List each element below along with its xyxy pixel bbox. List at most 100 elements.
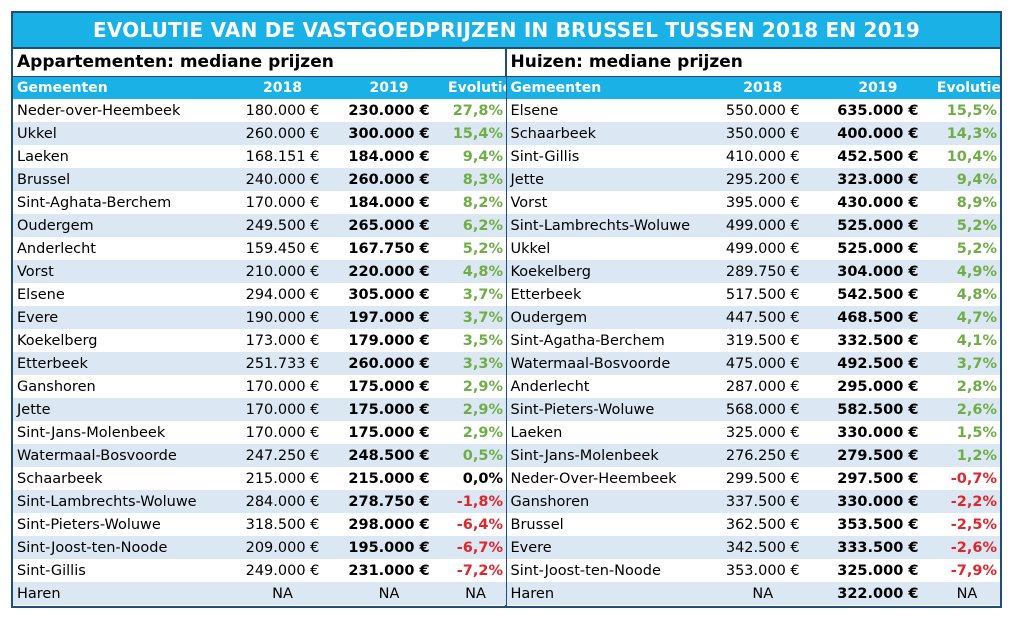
municipality-cell: Watermaal-Bosvoorde: [510, 355, 671, 372]
price-2018-cell: 499.000 €: [725, 217, 800, 234]
price-2019-cell: 278.750 €: [348, 493, 430, 510]
page-title: EVOLUTIE VAN DE VASTGOEDPRIJZEN IN BRUSS…: [13, 13, 1000, 49]
column-header-municipality: Gemeenten: [506, 77, 703, 99]
table-row: Sint-Gillis 410.000 € 452.500 € 10,4%: [506, 145, 1000, 168]
municipality-cell: Etterbeek: [17, 355, 88, 372]
municipality-cell: Laeken: [17, 148, 69, 165]
table-row: Sint-Joost-ten-Noode 209.000 € 195.000 € -6…: [13, 536, 506, 559]
price-2018-cell: 362.500 €: [725, 516, 800, 533]
evolution-cell: NA: [956, 585, 978, 602]
evolution-cell: 4,1%: [956, 332, 997, 349]
table-row: Ganshoren 170.000 € 175.000 € 2,9%: [13, 375, 506, 398]
table-row: Anderlecht 159.450 € 167.750 € 5,2%: [13, 237, 506, 260]
price-2018-cell: 447.500 €: [725, 309, 800, 326]
table-row: Neder-Over-Heembeek 299.500 € 297.500 € -0,…: [506, 467, 1000, 490]
price-2019-cell: 295.000 €: [837, 378, 919, 395]
price-2018-cell: 289.750 €: [725, 263, 800, 280]
price-2018-cell: 249.000 €: [245, 562, 320, 579]
table-row: Jette 295.200 € 323.000 € 9,4%: [506, 168, 1000, 191]
price-2018-cell: 295.200 €: [725, 171, 800, 188]
table-row: Watermaal-Bosvoorde 247.250 € 248.500 € 0,5…: [13, 444, 506, 467]
municipality-cell: Sint-Agatha-Berchem: [510, 332, 665, 349]
column-header-evolution: Evolutie: [932, 77, 1000, 99]
table-row: Brussel 362.500 € 353.500 € -2,5%: [506, 513, 1000, 536]
municipality-cell: Jette: [510, 171, 545, 188]
price-2018-cell: 170.000 €: [245, 378, 320, 395]
price-2018-cell: 499.000 €: [725, 240, 800, 257]
price-2019-cell: 265.000 €: [348, 217, 430, 234]
municipality-cell: Sint-Jans-Molenbeek: [17, 424, 166, 441]
price-2019-cell: 305.000 €: [348, 286, 430, 303]
municipality-cell: Schaarbeek: [510, 125, 597, 142]
table-row: Etterbeek 517.500 € 542.500 € 4,8%: [506, 283, 1000, 306]
price-2019-cell: 220.000 €: [348, 263, 430, 280]
column-header-2019: 2019: [822, 77, 933, 99]
houses-section: Huizen: mediane prijzen Gemeenten 2018 2…: [506, 49, 1000, 608]
evolution-cell: -6,4%: [456, 516, 503, 533]
price-2019-cell: 300.000 €: [348, 125, 430, 142]
column-header-municipality: Gemeenten: [13, 77, 231, 99]
municipality-cell: Schaarbeek: [17, 470, 103, 487]
apartments-table-body: Neder-over-Heembeek 180.000 € 230.000 € 27,…: [13, 99, 506, 605]
table-row: Schaarbeek 350.000 € 400.000 € 14,3%: [506, 122, 1000, 145]
municipality-cell: Neder-Over-Heembeek: [510, 470, 677, 487]
price-2019-cell: 542.500 €: [837, 286, 919, 303]
table-row: Sint-Agatha-Berchem 319.500 € 332.500 € 4,1…: [506, 329, 1000, 352]
table-row: Laeken 168.151 € 184.000 € 9,4%: [13, 145, 506, 168]
evolution-cell: 9,4%: [462, 148, 503, 165]
evolution-cell: 5,2%: [956, 217, 997, 234]
price-2019-cell: 452.500 €: [837, 148, 919, 165]
evolution-cell: 3,7%: [462, 286, 503, 303]
price-2019-cell: 332.500 €: [837, 332, 919, 349]
price-2018-cell: 325.000 €: [725, 424, 800, 441]
price-table-frame: EVOLUTIE VAN DE VASTGOEDPRIJZEN IN BRUSS…: [11, 11, 1002, 608]
evolution-cell: 0,5%: [462, 447, 503, 464]
table-row: Vorst 395.000 € 430.000 € 8,9%: [506, 191, 1000, 214]
municipality-cell: Koekelberg: [17, 332, 98, 349]
apartments-section: Appartementen: mediane prijzen Gemeenten…: [13, 49, 507, 608]
price-2019-cell: 468.500 €: [837, 309, 919, 326]
evolution-cell: NA: [465, 585, 486, 602]
price-2019-cell: 179.000 €: [348, 332, 430, 349]
price-2019-cell: 353.500 €: [837, 516, 919, 533]
municipality-cell: Sint-Aghata-Berchem: [17, 194, 172, 211]
price-2018-cell: 287.000 €: [725, 378, 800, 395]
municipality-cell: Sint-Pieters-Woluwe: [510, 401, 655, 418]
municipality-cell: Sint-Jans-Molenbeek: [510, 447, 659, 464]
table-row: Oudergem 249.500 € 265.000 € 6,2%: [13, 214, 506, 237]
evolution-cell: 4,8%: [462, 263, 503, 280]
column-header-2018: 2018: [231, 77, 334, 99]
evolution-cell: 1,5%: [956, 424, 997, 441]
price-2018-cell: 276.250 €: [725, 447, 800, 464]
table-row: Ganshoren 337.500 € 330.000 € -2,2%: [506, 490, 1000, 513]
table-row: Ukkel 260.000 € 300.000 € 15,4%: [13, 122, 506, 145]
evolution-cell: 4,7%: [956, 309, 997, 326]
municipality-cell: Anderlecht: [17, 240, 96, 257]
price-2019-cell: 582.500 €: [837, 401, 919, 418]
price-2019-cell: 297.500 €: [837, 470, 919, 487]
evolution-cell: -6,7%: [456, 539, 503, 556]
price-2019-cell: 298.000 €: [348, 516, 430, 533]
price-2019-cell: 304.000 €: [837, 263, 919, 280]
price-2018-cell: 190.000 €: [245, 309, 320, 326]
price-2019-cell: 323.000 €: [837, 171, 919, 188]
table-row: Vorst 210.000 € 220.000 € 4,8%: [13, 260, 506, 283]
table-row: Sint-Lambrechts-Woluwe 499.000 € 525.000 €…: [506, 214, 1000, 237]
municipality-cell: Laeken: [510, 424, 563, 441]
price-2019-cell: 231.000 €: [348, 562, 430, 579]
evolution-cell: -1,8%: [456, 493, 503, 510]
evolution-cell: 15,4%: [452, 125, 503, 142]
price-2019-cell: 215.000 €: [348, 470, 430, 487]
municipality-cell: Sint-Pieters-Woluwe: [17, 516, 161, 533]
municipality-cell: Neder-over-Heembeek: [17, 102, 181, 119]
price-2018-cell: 168.151 €: [245, 148, 320, 165]
price-2018-cell: 170.000 €: [245, 424, 320, 441]
price-2018-cell: 251.733 €: [245, 355, 320, 372]
price-2019-cell: 260.000 €: [348, 355, 430, 372]
price-2019-cell: 322.000 €: [837, 585, 919, 602]
price-2019-cell: 195.000 €: [348, 539, 430, 556]
price-2019-cell: 492.500 €: [837, 355, 919, 372]
municipality-cell: Vorst: [17, 263, 54, 280]
price-2019-cell: 184.000 €: [348, 194, 430, 211]
